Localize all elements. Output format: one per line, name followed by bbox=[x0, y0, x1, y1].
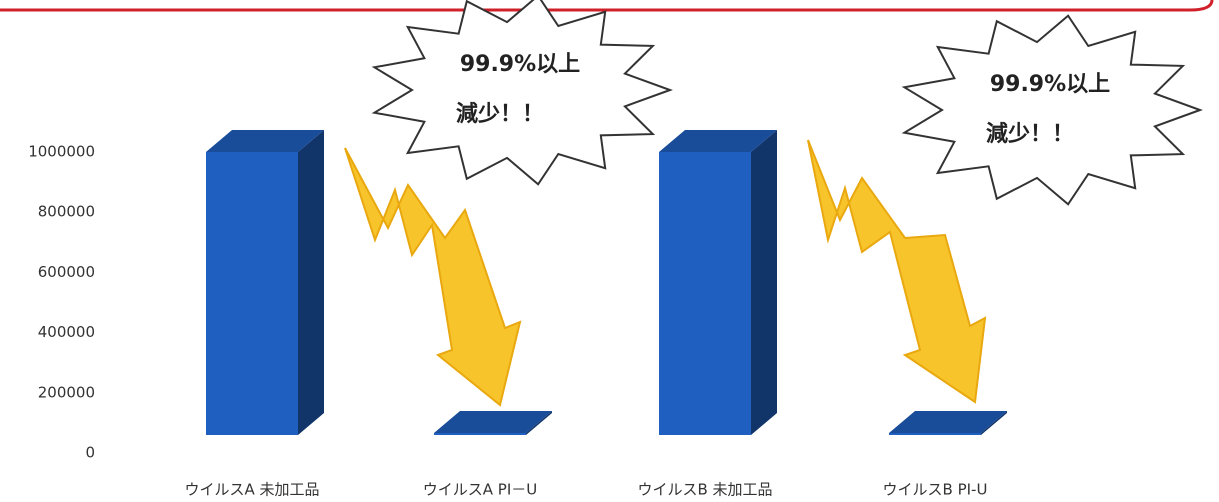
callout-text: 減少！！ bbox=[986, 122, 1074, 147]
callout bbox=[901, 14, 1203, 206]
bar-side bbox=[526, 411, 552, 435]
arrow bbox=[344, 147, 522, 407]
x-tick-label: ウイルスB PI-U bbox=[883, 481, 988, 499]
callout-text: 減少！！ bbox=[456, 102, 544, 127]
y-tick-label: 400000 bbox=[38, 323, 95, 341]
bar-side bbox=[981, 411, 1007, 435]
callout-text: 99.9%以上 bbox=[990, 72, 1110, 97]
bar bbox=[889, 433, 981, 435]
y-tick-label: 0 bbox=[85, 444, 95, 462]
x-tick-label: ウイルスA PI－U bbox=[423, 481, 537, 499]
frame bbox=[0, 0, 1214, 12]
bar-side bbox=[751, 130, 777, 435]
bar bbox=[434, 433, 526, 435]
x-tick-label: ウイルスA 未加工品 bbox=[184, 481, 319, 499]
y-tick-label: 600000 bbox=[38, 263, 95, 281]
bar-top bbox=[889, 411, 1007, 433]
x-tick-label: ウイルスB 未加工品 bbox=[637, 481, 772, 499]
callout bbox=[371, 0, 673, 186]
bar-top bbox=[434, 411, 552, 433]
bar bbox=[206, 152, 298, 435]
bar-side bbox=[298, 130, 324, 435]
y-tick-label: 800000 bbox=[38, 203, 95, 221]
bar-top bbox=[206, 130, 324, 152]
y-tick-label: 1000000 bbox=[28, 143, 95, 161]
arrows bbox=[344, 139, 987, 407]
arrow bbox=[807, 139, 987, 404]
y-tick-label: 200000 bbox=[38, 383, 95, 401]
callout-text: 99.9%以上 bbox=[460, 52, 580, 77]
bar bbox=[659, 152, 751, 435]
bar-top bbox=[659, 130, 777, 152]
